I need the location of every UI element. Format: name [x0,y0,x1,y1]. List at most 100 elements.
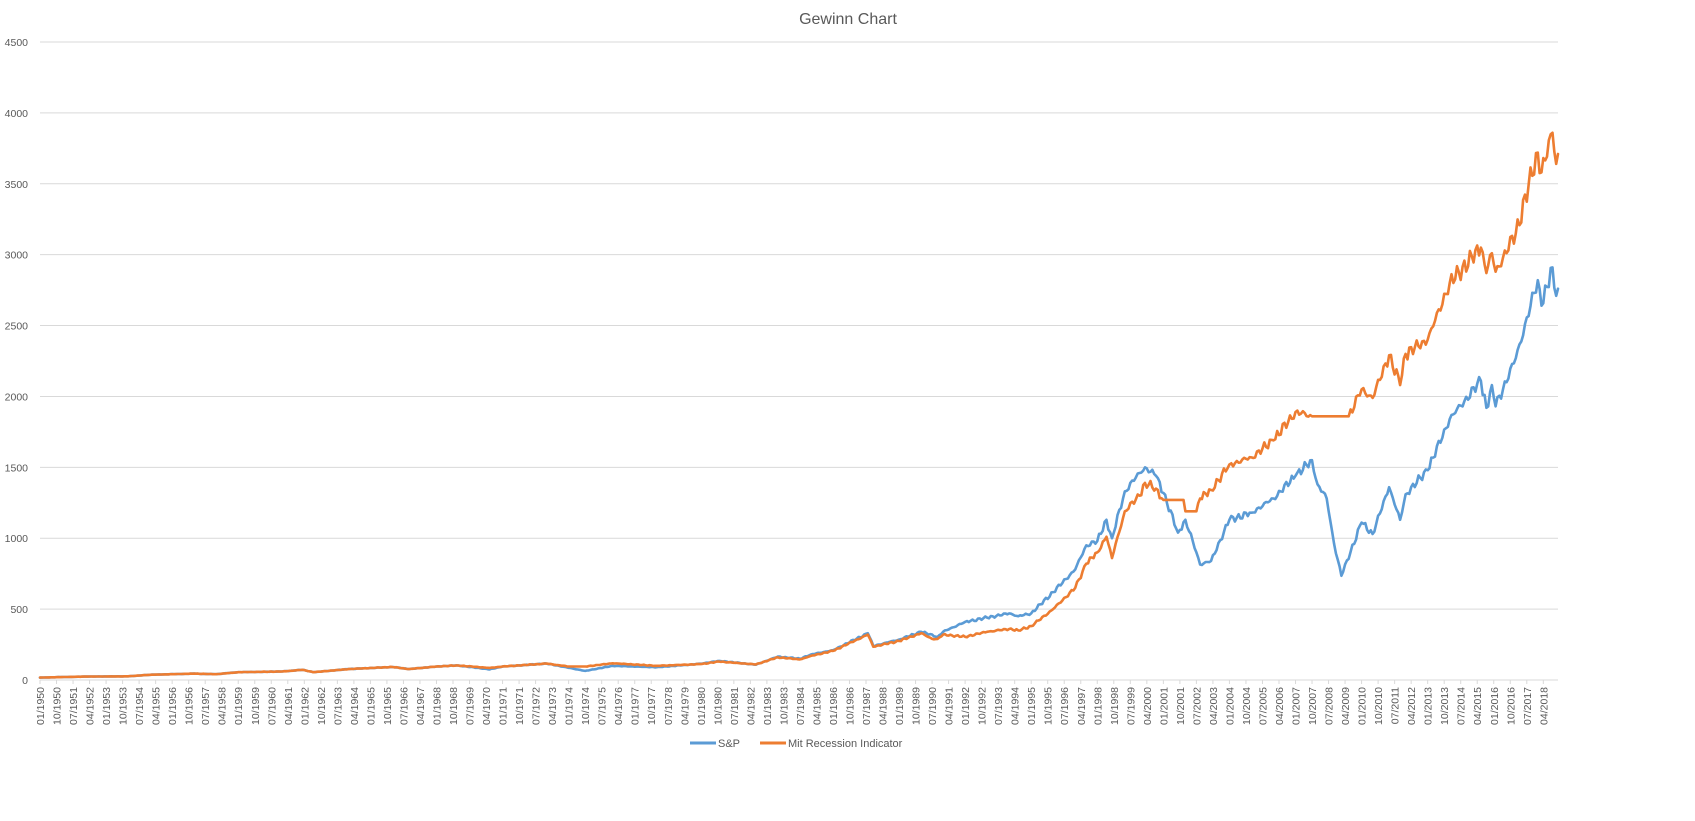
x-tick-label: 01/2016 [1489,687,1501,725]
x-tick-label: 01/1962 [299,687,311,725]
x-tick-label: 04/2000 [1142,687,1154,725]
y-axis-ticks: 0 500 1000 1500 2000 2500 3000 3500 4000 4500 [5,37,29,687]
x-tick-label: 04/1988 [878,687,890,725]
series-line-0 [38,266,1560,679]
x-tick-label: 04/1982 [745,687,757,725]
x-tick-label: 04/2018 [1538,687,1550,725]
x-tick-label: 07/1957 [200,687,212,725]
x-tick-label: 07/2011 [1390,687,1402,724]
x-tick-label: 10/1956 [184,687,196,725]
x-tick-label: 04/1997 [1076,687,1088,725]
x-tick-label: 01/1998 [1092,687,1104,725]
x-tick-label: 07/1978 [663,687,675,725]
x-tick-label: 10/1995 [1043,687,1055,725]
x-tick-label: 07/1975 [597,687,609,725]
x-tick-label: 10/2016 [1505,687,1517,725]
x-tick-label: 04/2012 [1406,687,1418,725]
x-tick-label: 01/1965 [365,687,377,725]
x-tick-label: 10/2013 [1439,687,1451,725]
x-tick-label: 01/1983 [762,687,774,725]
x-tick-label: 07/1993 [993,687,1005,725]
x-tick-label: 04/1964 [349,687,361,725]
x-tick-label: 01/1968 [431,687,443,725]
y-tick-label: 500 [10,604,28,616]
x-tick-label: 04/1979 [679,687,691,725]
x-tick-label: 04/1985 [811,687,823,725]
x-tick-label: 04/1994 [1010,687,1022,725]
x-tick-label: 10/1983 [778,687,790,725]
x-axis-ticks: 01/1950 10/1950 07/1951 04/1952 01/1953 10/19… [35,680,1550,725]
x-tick-label: 10/1965 [382,687,394,725]
y-tick-label: 1000 [5,533,29,545]
x-tick-label: 01/1995 [1026,687,1038,725]
x-tick-label: 10/1953 [118,687,130,725]
legend-label: Mit Recession Indicator [788,738,903,750]
x-tick-label: 04/1958 [217,687,229,725]
x-tick-label: 07/1987 [861,687,873,725]
series-lines [38,131,1560,679]
x-tick-label: 10/1968 [448,687,460,725]
x-tick-label: 10/1962 [316,687,328,725]
x-tick-label: 10/2001 [1175,687,1187,725]
x-tick-label: 01/2007 [1291,687,1303,725]
x-tick-label: 07/1990 [927,687,939,725]
x-tick-label: 07/1951 [68,687,80,725]
x-tick-label: 04/1955 [151,687,163,725]
x-tick-label: 07/2002 [1191,687,1203,725]
x-tick-label: 04/2009 [1340,687,1352,725]
x-tick-label: 01/1950 [35,687,47,725]
x-tick-label: 04/1952 [85,687,97,725]
x-tick-label: 10/2004 [1241,687,1253,725]
x-tick-label: 07/2014 [1456,687,1468,725]
x-tick-label: 01/2001 [1158,687,1170,725]
x-tick-label: 10/1959 [250,687,262,725]
x-tick-label: 01/1986 [828,687,840,725]
x-tick-label: 10/2007 [1307,687,1319,725]
x-tick-label: 04/1961 [283,687,295,725]
y-tick-label: 2500 [5,321,29,333]
legend-label: S&P [718,738,740,750]
x-tick-label: 07/1984 [795,687,807,725]
x-tick-label: 10/1998 [1109,687,1121,725]
x-tick-label: 07/1960 [266,687,278,725]
x-tick-label: 07/1999 [1125,687,1137,725]
gridlines [40,41,1558,681]
x-tick-label: 01/2004 [1224,687,1236,725]
x-tick-label: 07/1969 [465,687,477,725]
x-tick-label: 01/1977 [630,687,642,725]
x-tick-label: 01/1980 [696,687,708,725]
x-tick-label: 04/1967 [415,687,427,725]
x-tick-label: 07/2005 [1257,687,1269,725]
x-tick-label: 07/1966 [398,687,410,725]
x-tick-label: 01/1953 [101,687,113,725]
x-tick-label: 10/1980 [712,687,724,725]
x-tick-label: 01/2010 [1357,687,1369,725]
x-tick-label: 07/2017 [1522,687,1534,725]
y-tick-label: 4500 [5,37,29,49]
x-tick-label: 07/1996 [1059,687,1071,725]
legend: S&P Mit Recession Indicator [690,738,903,750]
x-tick-label: 10/2010 [1373,687,1385,725]
x-tick-label: 04/1970 [481,687,493,725]
y-tick-label: 3000 [5,250,29,262]
x-tick-label: 10/1950 [52,687,64,725]
x-tick-label: 07/1972 [531,687,543,725]
x-tick-label: 04/2015 [1472,687,1484,725]
x-tick-label: 01/1992 [960,687,972,725]
x-tick-label: 07/1954 [134,687,146,725]
x-tick-label: 07/1981 [729,687,741,725]
y-tick-label: 3500 [5,179,29,191]
x-tick-label: 10/1974 [580,687,592,725]
x-tick-label: 04/1991 [944,687,956,725]
x-tick-label: 10/1986 [844,687,856,725]
chart-title: Gewinn Chart [799,11,897,28]
x-tick-label: 10/1977 [646,687,658,725]
x-tick-label: 01/1971 [498,687,510,725]
x-tick-label: 07/1963 [332,687,344,725]
x-tick-label: 01/1989 [894,687,906,725]
x-tick-label: 01/2013 [1423,687,1435,725]
x-tick-label: 04/1973 [547,687,559,725]
x-tick-label: 01/1959 [233,687,245,725]
